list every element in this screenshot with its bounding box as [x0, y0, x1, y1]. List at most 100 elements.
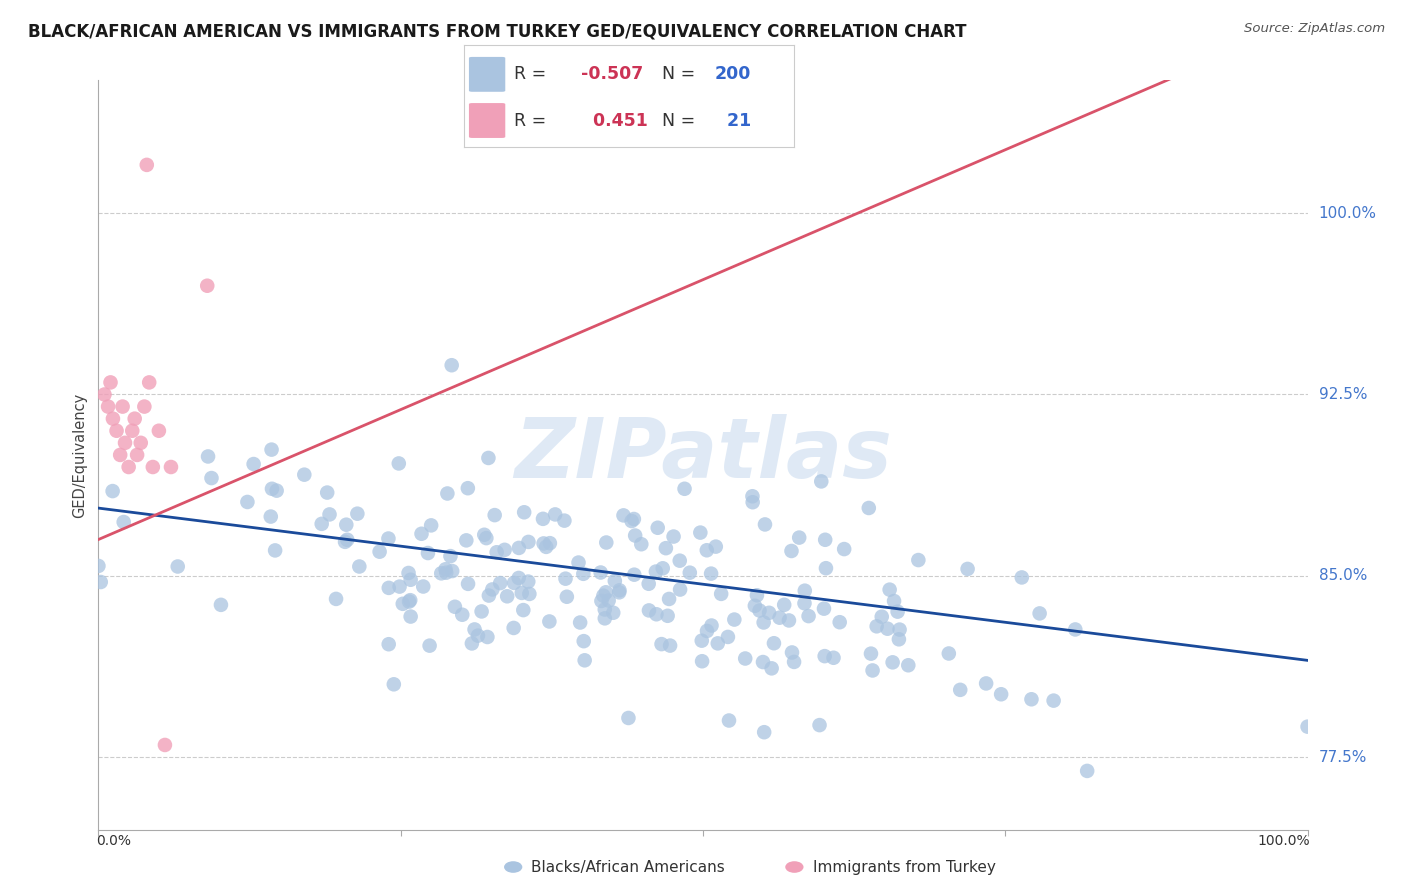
Point	[814, 561, 837, 575]
Point	[148, 424, 170, 438]
Point	[1028, 607, 1050, 621]
Point	[882, 656, 904, 670]
Point	[472, 528, 495, 542]
Point	[696, 543, 718, 558]
Point	[773, 598, 796, 612]
Point	[623, 567, 645, 582]
Point	[325, 591, 347, 606]
Point	[637, 576, 659, 591]
Point	[555, 590, 578, 604]
Text: N =: N =	[662, 65, 702, 83]
Point	[209, 598, 232, 612]
Point	[679, 566, 702, 580]
Point	[416, 546, 439, 560]
FancyBboxPatch shape	[470, 103, 505, 138]
Point	[990, 687, 1012, 701]
Point	[266, 483, 288, 498]
Point	[569, 615, 592, 630]
Point	[700, 618, 723, 632]
Point	[638, 603, 661, 617]
Point	[519, 587, 541, 601]
Point	[538, 536, 561, 550]
Point	[793, 583, 815, 598]
Point	[554, 572, 576, 586]
Point	[127, 448, 149, 462]
Point	[780, 645, 803, 659]
Text: ZIPatlas: ZIPatlas	[515, 415, 891, 495]
Point	[111, 400, 134, 414]
Point	[398, 566, 420, 580]
Point	[651, 561, 673, 575]
Point	[496, 589, 519, 603]
Point	[97, 400, 120, 414]
Point	[471, 604, 494, 618]
Point	[399, 573, 422, 587]
Point	[121, 424, 143, 438]
Point	[544, 508, 567, 522]
Text: N =: N =	[662, 112, 702, 129]
Point	[138, 376, 160, 390]
Point	[832, 542, 855, 557]
Point	[531, 512, 554, 526]
Point	[623, 512, 645, 526]
Text: Immigrants from Turkey: Immigrants from Turkey	[813, 860, 995, 874]
Point	[166, 559, 188, 574]
Point	[399, 609, 422, 624]
Point	[260, 442, 283, 457]
Point	[378, 581, 401, 595]
Point	[645, 607, 668, 622]
Point	[761, 661, 783, 675]
Point	[494, 542, 516, 557]
Point	[813, 601, 835, 615]
Point	[1296, 720, 1319, 734]
Point	[377, 637, 399, 651]
Point	[236, 495, 259, 509]
Point	[112, 515, 135, 529]
Point	[741, 489, 763, 503]
Point	[335, 517, 357, 532]
Point	[658, 591, 681, 606]
Point	[797, 609, 820, 624]
Point	[533, 536, 555, 550]
Point	[662, 530, 685, 544]
Point	[630, 537, 652, 551]
Point	[887, 632, 910, 647]
Point	[434, 566, 457, 580]
Point	[659, 639, 682, 653]
Point	[517, 535, 540, 549]
Text: 0.0%: 0.0%	[96, 834, 131, 848]
Point	[754, 517, 776, 532]
Point	[382, 677, 405, 691]
Point	[572, 566, 595, 581]
Text: -0.507: -0.507	[581, 65, 644, 83]
Text: 200: 200	[716, 65, 751, 83]
Point	[707, 636, 730, 650]
Text: BLACK/AFRICAN AMERICAN VS IMMIGRANTS FROM TURKEY GED/EQUIVALENCY CORRELATION CHA: BLACK/AFRICAN AMERICAN VS IMMIGRANTS FRO…	[28, 22, 966, 40]
Point	[752, 655, 775, 669]
Point	[464, 623, 486, 637]
Point	[1064, 623, 1087, 637]
Point	[704, 540, 727, 554]
Point	[311, 516, 333, 531]
Point	[886, 605, 908, 619]
Point	[603, 574, 626, 588]
Point	[668, 554, 690, 568]
Point	[780, 544, 803, 558]
Text: Blacks/African Americans: Blacks/African Americans	[531, 860, 725, 874]
Point	[752, 615, 775, 630]
Point	[420, 518, 443, 533]
Text: 100.0%: 100.0%	[1257, 834, 1310, 848]
Point	[787, 531, 810, 545]
Point	[508, 571, 530, 585]
Point	[655, 541, 678, 556]
Point	[477, 450, 499, 465]
Text: 92.5%: 92.5%	[1319, 387, 1367, 402]
Point	[595, 585, 617, 599]
Point	[741, 495, 763, 509]
Point	[475, 531, 498, 545]
Point	[651, 637, 673, 651]
Point	[689, 525, 711, 540]
Point	[419, 639, 441, 653]
Point	[938, 647, 960, 661]
Point	[87, 558, 110, 573]
